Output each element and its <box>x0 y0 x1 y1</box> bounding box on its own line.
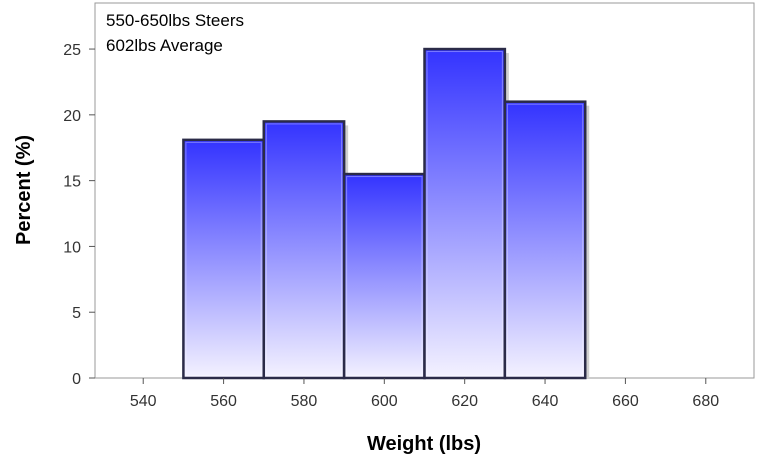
x-tick-label: 560 <box>210 393 237 410</box>
y-tick-label: 0 <box>72 371 81 388</box>
x-tick-label: 620 <box>451 393 478 410</box>
y-axis: 0 5 10 15 20 25 <box>63 42 95 388</box>
y-tick-label: 10 <box>63 239 81 256</box>
histogram-bar-3 <box>342 172 426 380</box>
bar-highlight <box>265 123 343 376</box>
y-axis-title: Percent (%) <box>13 135 35 245</box>
x-axis-title: Weight (lbs) <box>367 433 481 455</box>
bar-highlight <box>506 103 584 377</box>
histogram-bar-1 <box>182 138 266 380</box>
x-tick-label: 540 <box>130 393 157 410</box>
x-tick-label: 600 <box>371 393 398 410</box>
y-tick-label: 15 <box>63 174 81 191</box>
x-tick-label: 640 <box>532 393 559 410</box>
x-tick-label: 660 <box>612 393 639 410</box>
y-tick-label: 25 <box>63 42 81 59</box>
annotation-line-1: 550-650lbs Steers <box>106 11 244 30</box>
annotation-line-2: 602lbs Average <box>106 36 223 55</box>
histogram-bar-4 <box>423 47 507 380</box>
histogram-bar-2 <box>262 120 346 380</box>
bar-highlight <box>426 51 503 376</box>
y-tick-label: 5 <box>72 305 81 322</box>
x-tick-label: 680 <box>692 393 719 410</box>
bar-highlight <box>185 141 262 376</box>
y-tick-label: 20 <box>63 108 81 125</box>
x-tick-label: 580 <box>291 393 318 410</box>
histogram-bar-5 <box>503 100 587 380</box>
bar-highlight <box>346 176 423 376</box>
bars-group <box>182 47 590 380</box>
x-axis: 540 560 580 600 620 640 660 680 <box>130 378 719 410</box>
